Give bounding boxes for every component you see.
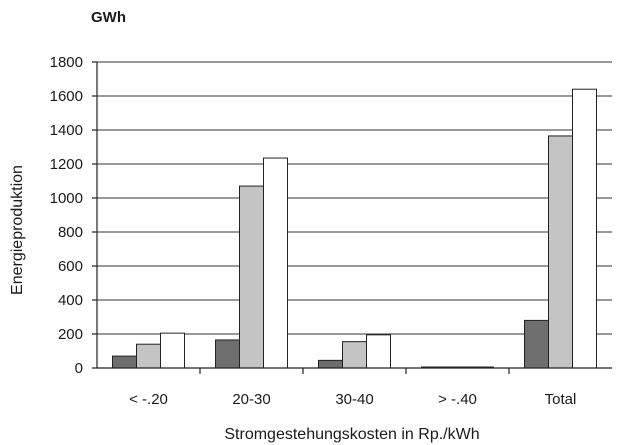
x-tick-label: 30-40: [335, 391, 373, 408]
y-tick-label: 1200: [50, 156, 83, 173]
x-tick-label: 20-30: [232, 391, 270, 408]
x-tick-labels: < -.20 20-30 30-40 > -.40 Total: [129, 368, 576, 408]
y-axis-title: Energieproduktion: [9, 165, 26, 295]
bars: [112, 88, 597, 369]
bar: [239, 185, 264, 369]
y-tick-label: 1600: [50, 88, 83, 105]
y-tick-label: 200: [58, 326, 83, 343]
y-tick-label: 1400: [50, 122, 83, 139]
y-tick-label: 0: [75, 360, 83, 377]
gridlines: [97, 61, 612, 335]
bar: [524, 319, 549, 369]
y-tick-label: 800: [58, 224, 83, 241]
bar: [136, 343, 161, 369]
bar: [548, 135, 573, 369]
bar: [366, 334, 391, 369]
bar: [112, 355, 137, 369]
x-tick-label: > -.40: [438, 391, 477, 408]
y-tick-label: 400: [58, 292, 83, 309]
x-tick-label: < -.20: [129, 391, 168, 408]
y-tick-label: 1000: [50, 190, 83, 207]
bar: [263, 157, 288, 369]
y-tick-labels: 0 200 400 600 800 1000 1200 1400 1600 1800: [50, 54, 97, 377]
bar: [215, 339, 240, 369]
x-axis-title: Stromgestehungskosten in Rp./kWh: [224, 426, 479, 443]
bar: [318, 359, 343, 369]
y-tick-label: 1800: [50, 54, 83, 71]
unit-label: GWh: [91, 9, 126, 26]
bar: [160, 332, 185, 369]
bar: [342, 341, 367, 369]
bar: [572, 88, 597, 369]
y-tick-label: 600: [58, 258, 83, 275]
x-tick-label: Total: [545, 391, 577, 408]
